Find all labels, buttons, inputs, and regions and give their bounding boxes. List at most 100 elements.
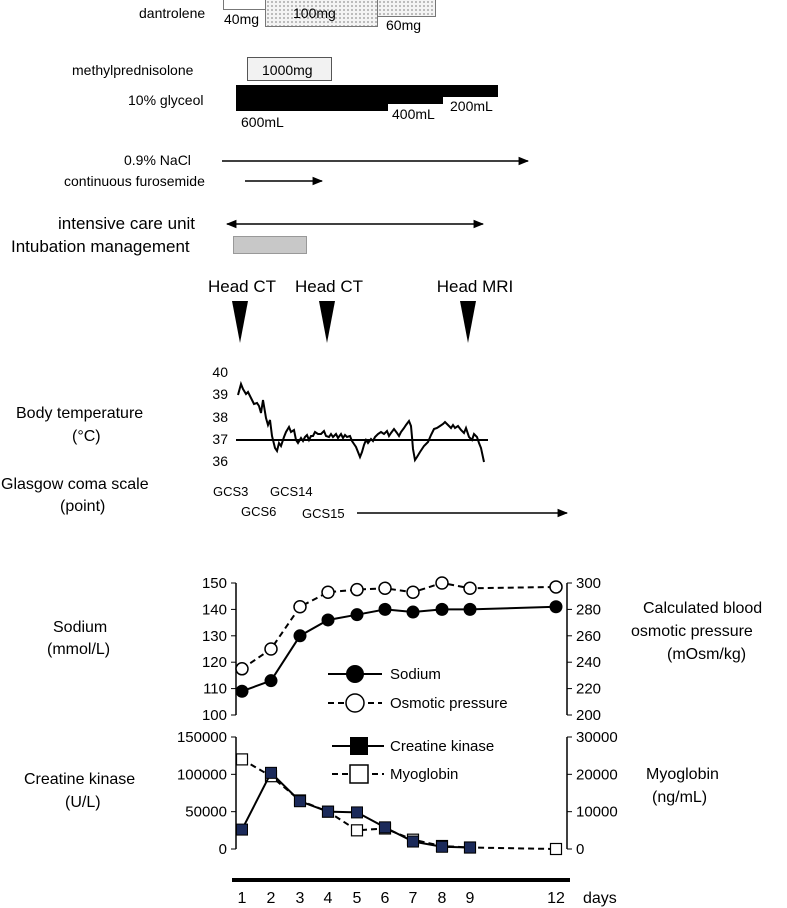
- icu-label: intensive care unit: [58, 214, 196, 233]
- glyceol-dose-400: 400mL: [392, 106, 435, 122]
- dantrolene-bar-60: [377, 0, 436, 17]
- myoglobin-point: [350, 824, 364, 837]
- day-tick-label: 5: [353, 890, 362, 907]
- ck-point: [265, 766, 277, 779]
- sodium-point: [350, 608, 364, 622]
- dantrolene-label: dantrolene: [139, 5, 206, 21]
- osmotic-point: [293, 600, 307, 614]
- glyceol-label: 10% glyceol: [128, 92, 204, 108]
- nacl-label: 0.9% NaCl: [124, 152, 191, 168]
- myoglobin-right-tick-label: 20000: [576, 766, 618, 783]
- sodium-axis-title-1: Sodium: [53, 619, 108, 636]
- glyceol-bar-400: [388, 85, 443, 104]
- temperature-plot: [236, 380, 488, 463]
- temperature-tick-36: 36: [212, 453, 228, 469]
- osmotic-right-tick-label: 260: [576, 628, 601, 645]
- osmotic-point: [435, 576, 449, 590]
- myoglobin-axis-title-1: Myoglobin: [646, 766, 719, 783]
- ck-left-tick-label: 150000: [177, 729, 227, 746]
- sodium-point: [549, 600, 563, 614]
- osmotic-point: [321, 585, 335, 599]
- sodium-left-tick-label: 120: [202, 654, 227, 671]
- myoglobin-right-tick-label: 0: [576, 841, 584, 858]
- legend-ck-label: Creatine kinase: [390, 738, 494, 755]
- osmotic-point: [378, 581, 392, 596]
- osmotic-line: [241, 581, 557, 670]
- temperature-label: Body temperature: [16, 405, 144, 422]
- dantrolene-dose-100: 100mg: [293, 5, 336, 21]
- sodium-point: [264, 674, 278, 688]
- legend-ck-marker: [350, 737, 368, 755]
- sodium-left-tick-label: 150: [202, 575, 227, 592]
- osmotic-point: [549, 580, 563, 594]
- day-tick-label: 9: [466, 890, 475, 907]
- imaging-label-1: Head CT: [207, 277, 277, 296]
- temperature-tick-39: 39: [212, 386, 228, 402]
- ck-axis-title-2: (U/L): [65, 794, 101, 811]
- sodium-axis-title-2: (mmol/L): [47, 641, 111, 658]
- sodium-left-tick-label: 110: [203, 681, 227, 698]
- sodium-point: [435, 602, 449, 616]
- sodium-point: [321, 613, 335, 627]
- myoglobin-axis-title-2: (ng/mL): [652, 789, 708, 806]
- day-tick-label: 12: [547, 890, 565, 907]
- ck-left-tick-label: 50000: [185, 804, 227, 821]
- dantrolene-dose-40: 40mg: [224, 11, 260, 27]
- sodium-left-tick-label: 140: [202, 601, 227, 618]
- myoglobin-point: [235, 753, 249, 766]
- glyceol-dose-200: 200mL: [450, 98, 493, 114]
- day-tick-label: 1: [238, 890, 247, 907]
- myoglobin-right-tick-label: 30000: [576, 729, 618, 746]
- imaging-marker-2: [319, 301, 335, 343]
- sodium-point: [406, 605, 420, 619]
- legend-sodium-marker: [346, 665, 364, 683]
- sodium-point: [293, 629, 307, 643]
- intubation-bar: [233, 236, 307, 254]
- osmotic-point: [264, 642, 278, 656]
- methylprednisolone-dose: 1000mg: [262, 62, 313, 78]
- ck-axis-title-1: Creatine kinase: [24, 771, 136, 788]
- osmotic-right-tick-label: 280: [576, 601, 601, 618]
- legend-myoglobin-label: Myoglobin: [390, 766, 458, 783]
- glyceol-bar-600: [236, 85, 388, 111]
- gcs-unit: (point): [60, 498, 106, 515]
- ck-point: [407, 835, 419, 848]
- osmotic-point: [235, 662, 249, 676]
- gcs-value-15: GCS15: [302, 506, 345, 521]
- gcs-value-3: GCS3: [213, 484, 249, 499]
- day-axis-unit: days: [583, 890, 617, 907]
- osmotic-right-tick-label: 240: [576, 654, 601, 671]
- osmotic-point: [463, 581, 477, 596]
- ck-point: [294, 795, 306, 808]
- day-tick-label: 3: [296, 890, 305, 907]
- methylprednisolone-bar: [247, 57, 332, 81]
- legend-myoglobin-marker: [349, 764, 369, 784]
- ck-point: [464, 841, 476, 854]
- legend-sodium-label: Sodium: [390, 666, 441, 683]
- myoglobin-right-tick-label: 10000: [576, 804, 618, 821]
- glyceol-dose-600: 600mL: [241, 114, 284, 130]
- ck-point: [379, 821, 391, 834]
- osmotic-point: [406, 585, 420, 599]
- osmotic-right-tick-label: 300: [576, 575, 601, 592]
- ck-point: [322, 805, 334, 818]
- dantrolene-dose-60: 60mg: [386, 17, 422, 33]
- furosemide-label: continuous furosemide: [64, 173, 205, 189]
- imaging-marker-3: [460, 301, 476, 343]
- temperature-line: [237, 380, 485, 463]
- legend-osmotic-label: Osmotic pressure: [390, 695, 508, 712]
- ck-left-tick-label: 0: [219, 841, 227, 858]
- imaging-label-3: Head MRI: [436, 277, 514, 296]
- osmotic-point: [350, 582, 364, 597]
- sodium-left-tick-label: 100: [202, 707, 227, 724]
- intubation-label: Intubation management: [11, 237, 190, 256]
- sodium-point: [463, 602, 477, 616]
- osmotic-right-tick-label: 200: [576, 707, 601, 724]
- osmotic-axis-title-3: (mOsm/kg): [667, 646, 747, 663]
- ck-point: [236, 823, 248, 836]
- temperature-unit: (°C): [72, 428, 101, 445]
- methylprednisolone-label: methylprednisolone: [72, 62, 194, 78]
- day-tick-label: 2: [267, 890, 276, 907]
